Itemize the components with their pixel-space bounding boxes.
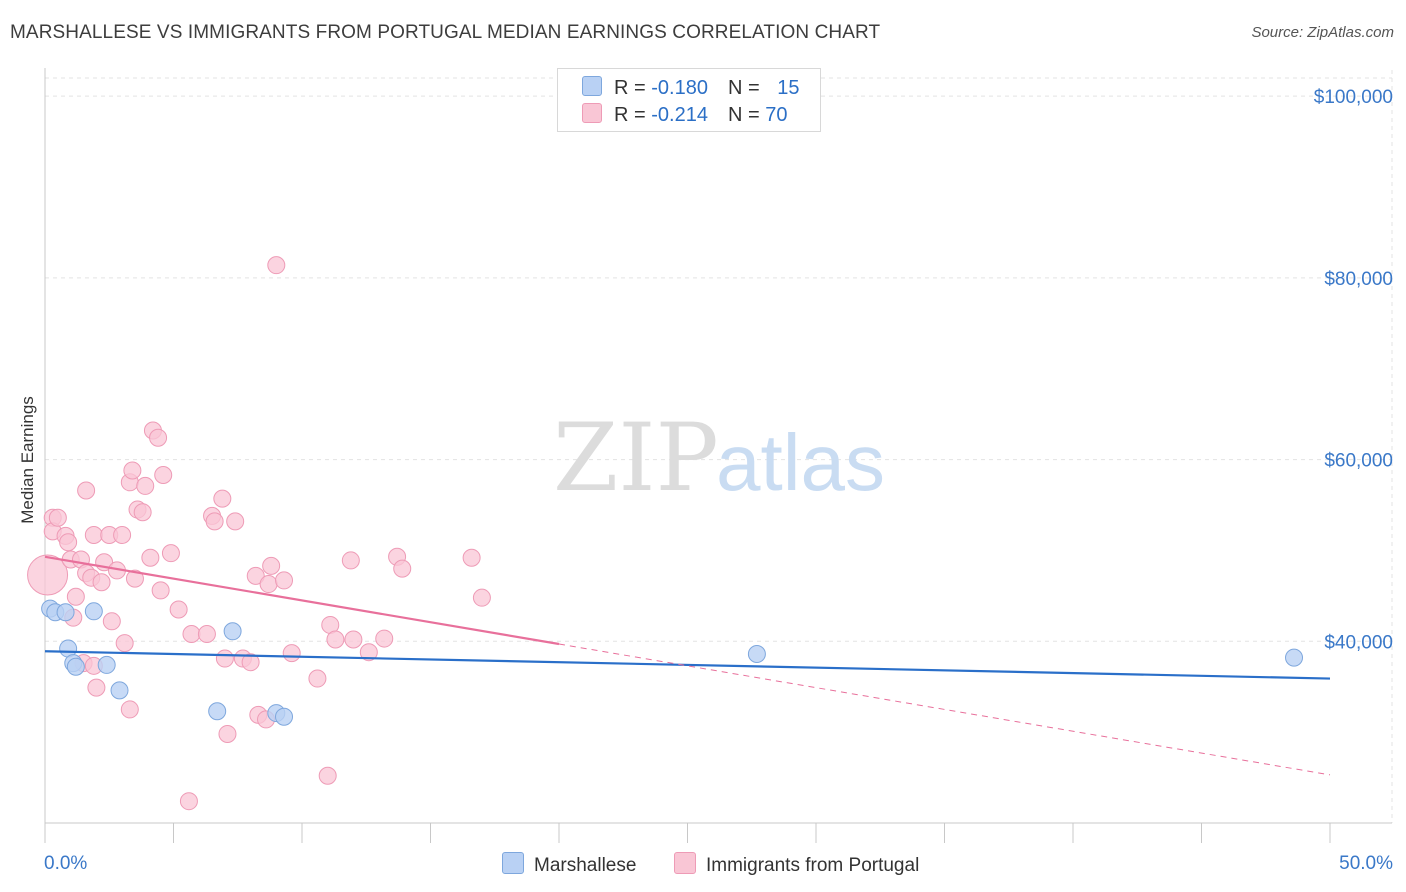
data-point-portugal — [182, 625, 201, 644]
legend-item-portugal: Immigrants from Portugal — [674, 852, 919, 877]
data-point-portugal — [102, 612, 121, 631]
x-tick-label: 50.0% — [1339, 853, 1393, 874]
grid-lines — [45, 70, 1393, 823]
data-point-portugal — [267, 256, 286, 275]
data-point-portugal — [213, 489, 232, 508]
data-point-portugal — [115, 634, 134, 653]
trend-line-marshallese — [44, 650, 1331, 680]
trend-lines — [44, 555, 1331, 776]
data-point-portugal — [84, 525, 103, 544]
y-axis-label: Median Earnings — [18, 396, 37, 524]
stats-r-label: R = — [614, 104, 652, 126]
data-point-portugal — [226, 512, 245, 531]
data-point-portugal — [344, 630, 363, 649]
data-point-portugal — [341, 551, 360, 570]
watermark-atlas: atlas — [716, 418, 885, 507]
data-point-portugal — [472, 588, 491, 607]
stats-swatch-pink — [582, 103, 602, 123]
data-point-portugal — [275, 571, 294, 590]
data-point-portugal — [66, 587, 85, 606]
data-point-marshallese — [56, 603, 75, 622]
data-point-portugal — [215, 649, 234, 668]
stats-legend: R = -0.180 N = 15 R = -0.214 N = 70 — [557, 68, 821, 132]
data-point-portugal — [282, 644, 301, 663]
y-tick-label: $80,000 — [1324, 269, 1393, 290]
y-tick-label: $40,000 — [1324, 632, 1393, 653]
series-portugal-points — [27, 256, 491, 811]
data-point-portugal — [59, 533, 78, 552]
legend-swatch-blue — [502, 852, 524, 874]
data-point-portugal — [318, 766, 337, 785]
data-point-portugal — [241, 653, 260, 672]
stats-n-value-blue: 15 — [777, 77, 800, 99]
stats-n-label: N = — [727, 77, 766, 99]
data-point-portugal — [308, 669, 327, 688]
watermark-zip: ZIP — [553, 404, 719, 513]
data-point-portugal — [77, 481, 96, 500]
data-point-portugal — [359, 643, 378, 662]
x-tick-label: 0.0% — [44, 853, 87, 874]
data-point-portugal — [259, 575, 278, 594]
data-point-marshallese — [208, 702, 227, 721]
data-point-portugal — [92, 573, 111, 592]
data-point-marshallese — [66, 657, 85, 676]
axes — [44, 68, 1392, 843]
data-point-marshallese — [97, 655, 116, 674]
data-point-portugal — [141, 548, 160, 567]
data-point-portugal — [125, 569, 144, 588]
y-tick-label: $100,000 — [1314, 87, 1393, 108]
stats-r-value-pink: -0.214 — [651, 104, 708, 126]
data-point-portugal — [161, 544, 180, 563]
legend-label-marshallese: Marshallese — [534, 855, 637, 876]
trend-line-portugal — [44, 555, 560, 646]
data-point-portugal — [149, 428, 168, 447]
legend-label-portugal: Immigrants from Portugal — [706, 855, 920, 876]
data-point-portugal — [246, 566, 265, 585]
data-point-portugal — [123, 461, 142, 480]
data-point-portugal — [179, 792, 198, 811]
data-point-marshallese — [223, 622, 242, 641]
data-point-portugal — [205, 512, 224, 531]
y-tick-label: $60,000 — [1324, 451, 1393, 472]
data-point-marshallese — [275, 707, 294, 726]
stats-r-label: R = — [614, 77, 652, 99]
series-marshallese-points — [41, 599, 1304, 726]
data-point-portugal — [120, 700, 139, 719]
data-point-portugal — [136, 476, 155, 495]
stats-n-value-pink: 70 — [765, 104, 788, 126]
stats-row-portugal: R = -0.214 N = 70 — [582, 103, 787, 127]
data-point-marshallese — [84, 602, 103, 621]
data-point-portugal — [262, 556, 281, 575]
tick-labels: $40,000 $60,000 $80,000 $100,000 0.0% 50.0% — [44, 87, 1393, 874]
legend-swatch-pink — [674, 852, 696, 874]
stats-n-label: N = — [727, 104, 766, 126]
trend-line-portugal-extension — [558, 643, 1331, 776]
data-point-portugal — [326, 630, 345, 649]
data-point-portugal — [48, 508, 67, 527]
source-label: Source: ZipAtlas.com — [1251, 24, 1394, 41]
chart-title: MARSHALLESE VS IMMIGRANTS FROM PORTUGAL … — [10, 22, 881, 43]
data-point-portugal — [375, 629, 394, 648]
data-point-portugal — [218, 724, 237, 743]
data-point-portugal — [151, 581, 170, 600]
data-point-marshallese — [747, 645, 766, 664]
stats-row-marshallese: R = -0.180 N = 15 — [582, 76, 799, 100]
data-point-portugal — [133, 503, 152, 522]
data-point-marshallese — [1285, 648, 1304, 667]
data-point-portugal — [197, 625, 216, 644]
data-point-marshallese — [110, 681, 129, 700]
stats-r-value-blue: -0.180 — [651, 77, 708, 99]
data-point-portugal — [27, 554, 69, 596]
legend-item-marshallese: Marshallese — [502, 852, 636, 877]
data-point-portugal — [87, 678, 106, 697]
stats-swatch-blue — [582, 76, 602, 96]
data-point-portugal — [462, 548, 481, 567]
data-point-portugal — [154, 466, 173, 485]
data-point-portugal — [113, 525, 132, 544]
data-point-portugal — [393, 559, 412, 578]
data-point-portugal — [169, 600, 188, 619]
